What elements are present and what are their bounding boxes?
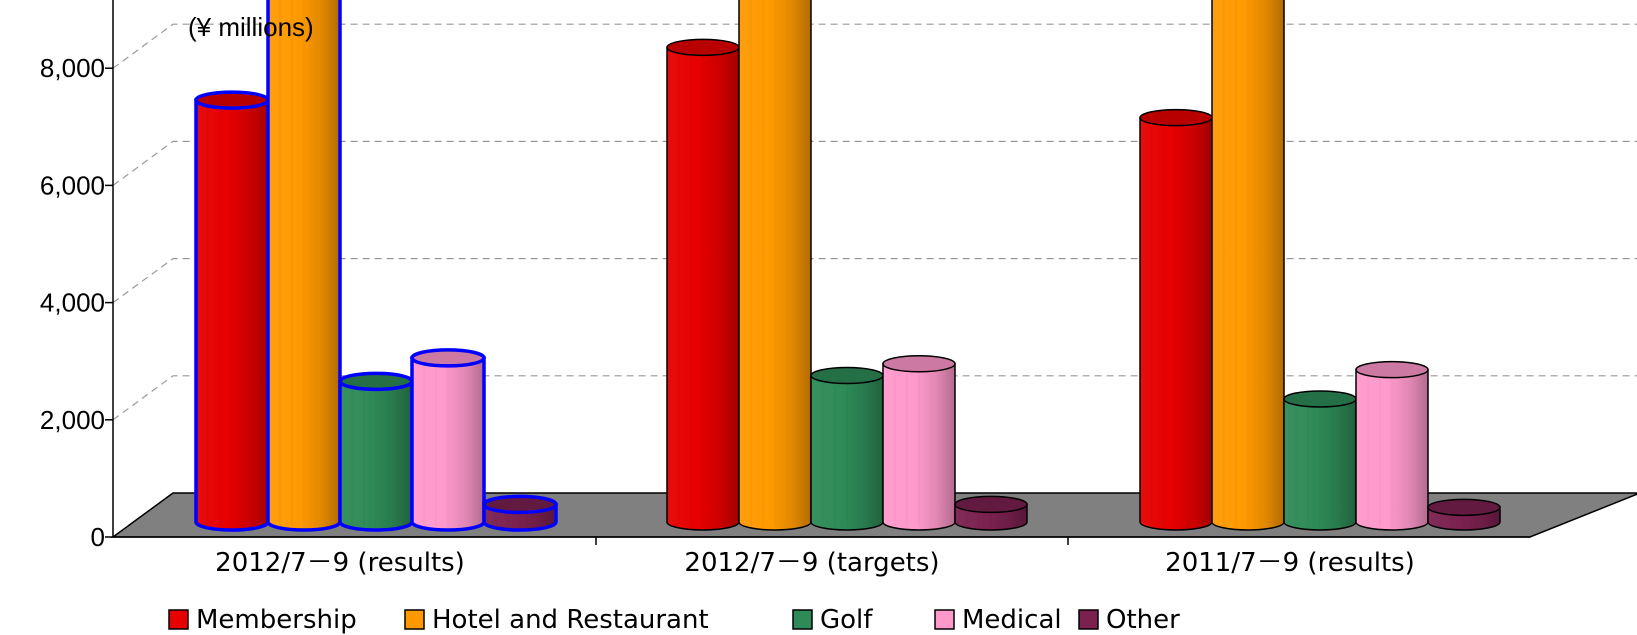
- bar-other-2011-7-9-results: [1427, 498, 1501, 531]
- bar-cap: [338, 371, 414, 392]
- category-label-2012-7-9-results: 2012/7－9 (results): [215, 548, 465, 578]
- unit-label: (¥ millions): [188, 12, 314, 42]
- legend-item-medical: Medical: [934, 605, 1062, 635]
- value-axis: 02,0004,0006,0008,00010,00012,00014,0001…: [40, 0, 1530, 552]
- legend-item-other: Other: [1078, 605, 1180, 635]
- bar-membership-2011-7-9-results: [1139, 108, 1213, 531]
- bar-cap: [482, 494, 558, 515]
- legend-swatch: [404, 609, 425, 630]
- bar-medical-2012-7-9-targets: [882, 355, 956, 531]
- gridline: [112, 23, 1637, 69]
- bar-cap: [194, 90, 270, 110]
- legend-swatch: [934, 609, 955, 630]
- bar-cap: [410, 348, 486, 368]
- legend-item-membership: Membership: [168, 605, 357, 635]
- legend: Membership Hotel and Restaurant Golf Medica…: [168, 605, 1180, 635]
- bar-cap: [1355, 360, 1429, 379]
- category-label-2011-7-9-results: 2011/7－9 (results): [1165, 548, 1415, 578]
- bar-cap: [954, 495, 1028, 514]
- bar-golf-2012-7-9-targets: [810, 366, 884, 531]
- bar-hotel-and-restaurant-2012-7-9-results: [266, 0, 342, 532]
- legend-item-golf: Golf: [792, 605, 873, 635]
- bar-golf-2012-7-9-results: [338, 371, 414, 532]
- legend-label: Other: [1106, 605, 1180, 635]
- bar-cap: [1283, 390, 1357, 408]
- legend-swatch: [1078, 609, 1099, 630]
- bar-cap: [810, 366, 884, 385]
- category-label-2012-7-9-targets: 2012/7－9 (targets): [684, 548, 939, 578]
- bar-other-2012-7-9-targets: [954, 495, 1028, 531]
- bars: [194, 0, 1501, 532]
- y-tick-label: 2,000: [40, 405, 105, 435]
- bar-membership-2012-7-9-results: [194, 90, 270, 532]
- gridline: [112, 140, 1637, 186]
- bar-medical-2012-7-9-results: [410, 348, 486, 532]
- bar-cap: [1139, 108, 1213, 127]
- y-tick-label: 6,000: [40, 170, 105, 200]
- legend-swatch: [792, 609, 813, 630]
- bar-hotel-and-restaurant-2011-7-9-results: [1211, 0, 1285, 531]
- bar-medical-2011-7-9-results: [1355, 360, 1429, 531]
- gridline: [112, 258, 1637, 304]
- bar-membership-2012-7-9-targets: [666, 38, 740, 531]
- legend-label: Membership: [196, 605, 357, 635]
- legend-label: Golf: [820, 605, 873, 635]
- grid-lines: [112, 23, 1637, 421]
- y-tick-label: 8,000: [40, 53, 105, 83]
- legend-item-hotel-and-restaurant: Hotel and Restaurant: [404, 605, 709, 635]
- legend-label: Hotel and Restaurant: [432, 605, 709, 635]
- bar-hotel-and-restaurant-2012-7-9-targets: [738, 0, 812, 531]
- y-tick-label: 4,000: [40, 288, 105, 318]
- legend-label: Medical: [962, 605, 1062, 635]
- bar-golf-2011-7-9-results: [1283, 390, 1357, 531]
- bar-cap: [666, 38, 740, 57]
- bar-cap: [1427, 498, 1501, 517]
- bar-other-2012-7-9-results: [482, 494, 558, 532]
- gridline: [112, 375, 1637, 421]
- category-labels: 2012/7－9 (results) 2012/7－9 (targets) 2011…: [215, 548, 1415, 578]
- bar-cap: [882, 355, 956, 373]
- y-tick-label: 0: [91, 522, 105, 552]
- legend-swatch: [168, 609, 189, 630]
